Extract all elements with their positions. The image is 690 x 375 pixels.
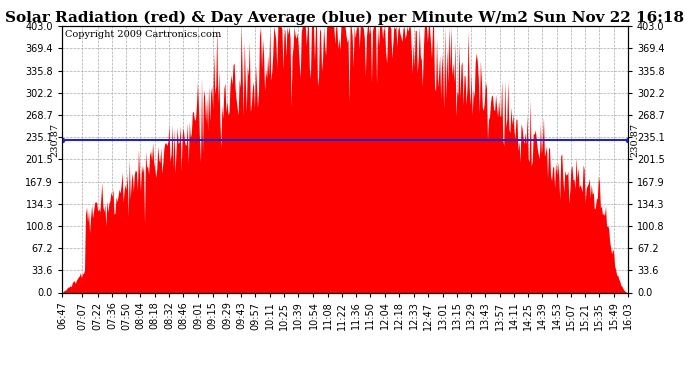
Text: Copyright 2009 Cartronics.com: Copyright 2009 Cartronics.com: [65, 30, 221, 39]
Text: 230.87: 230.87: [631, 123, 640, 157]
Title: Solar Radiation (red) & Day Average (blue) per Minute W/m2 Sun Nov 22 16:18: Solar Radiation (red) & Day Average (blu…: [6, 11, 684, 25]
Text: 230.87: 230.87: [50, 123, 59, 157]
